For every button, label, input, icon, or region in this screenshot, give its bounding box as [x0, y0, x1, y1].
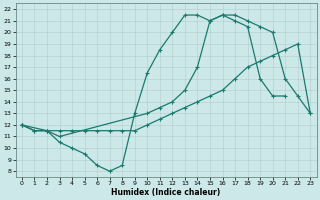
X-axis label: Humidex (Indice chaleur): Humidex (Indice chaleur)	[111, 188, 221, 197]
